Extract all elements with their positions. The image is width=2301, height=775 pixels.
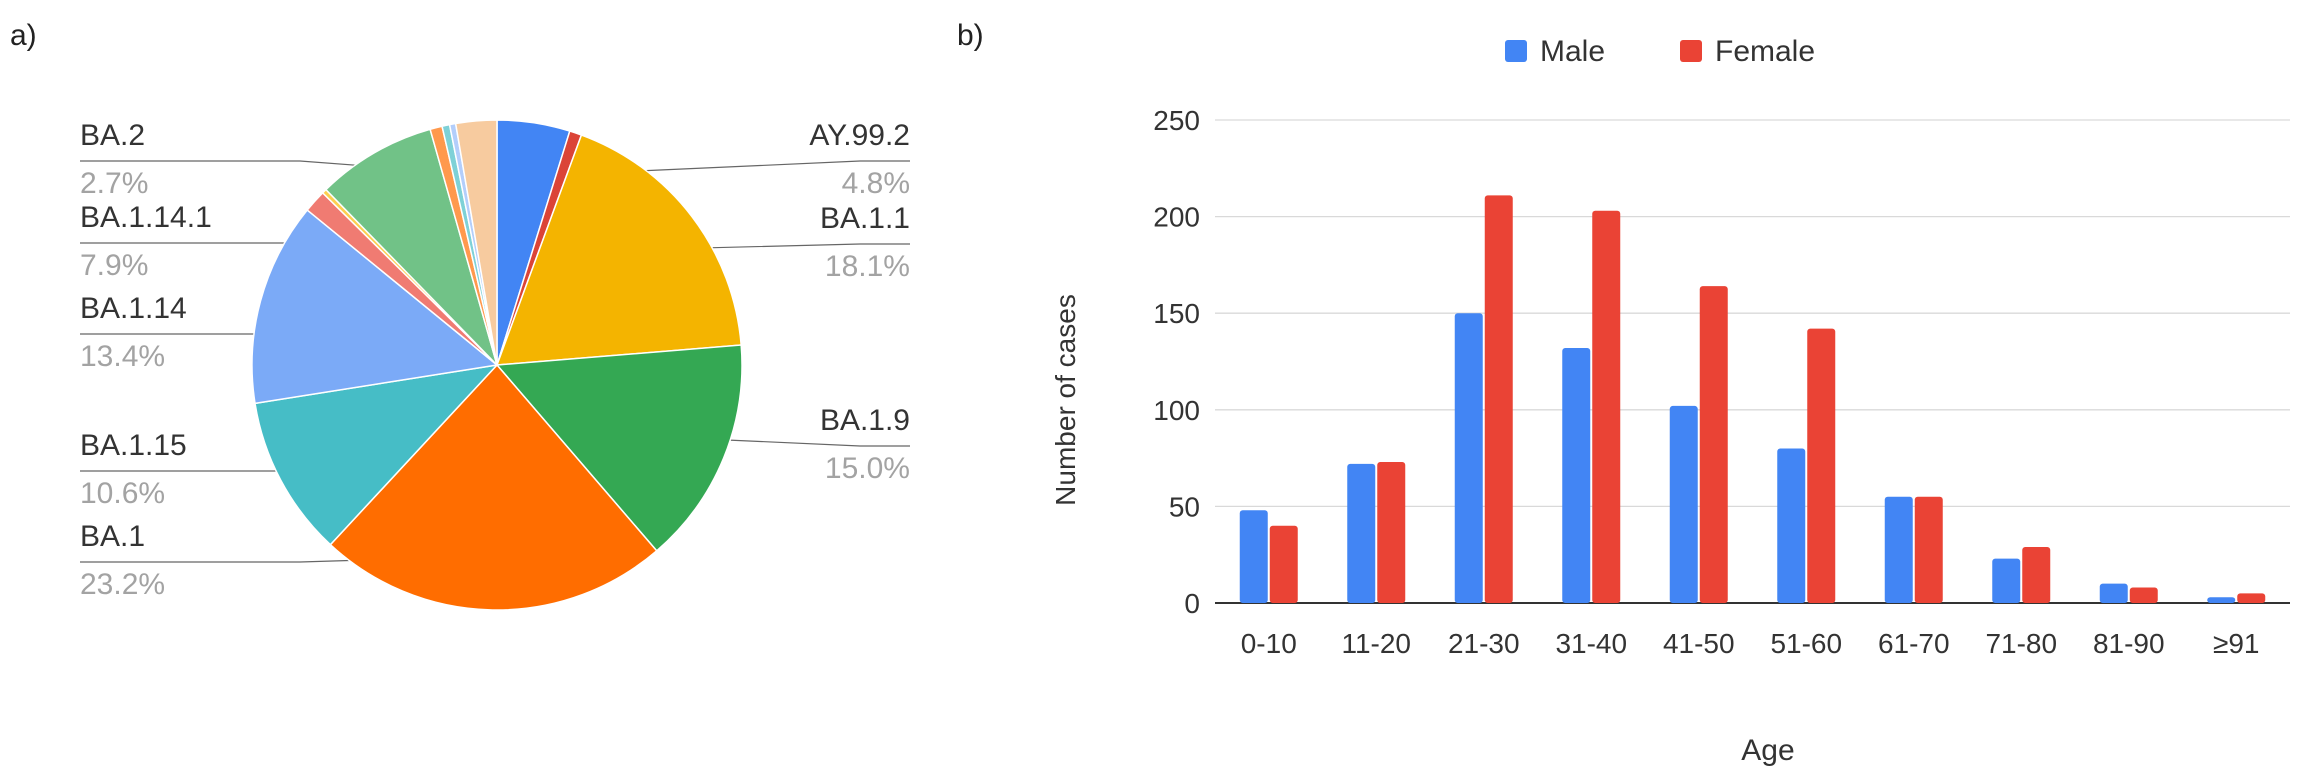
bar-male-31-40	[1562, 347, 1591, 603]
pie-percent-ba-1-14-1: 7.9%	[80, 249, 148, 282]
legend-label-male: Male	[1540, 35, 1605, 68]
pie-chart-panel: a) AY.99.2 4.8%BA.1.1 18.1% BA.1.9 15.0% BA.1…	[10, 19, 910, 611]
bar-male-41-50	[1669, 405, 1698, 603]
panel-label-a: a)	[10, 19, 37, 52]
pie-slices	[251, 119, 743, 611]
pie-slice-ba-1	[329, 363, 658, 611]
pie-label-ba-2: BA.2	[80, 119, 145, 152]
bar-female-41-50	[1699, 286, 1728, 603]
pie-percent-ba-1-1: 18.1%	[825, 250, 910, 283]
bar-male-91	[2207, 597, 2236, 603]
pie-percent-ba-1-9: 15.0%	[825, 452, 910, 485]
y-tick-label-50: 50	[1169, 491, 1200, 522]
bar-female-51-60	[1807, 328, 1836, 603]
y-tick-label-250: 250	[1153, 105, 1200, 136]
x-tick-label-0-10: 0-10	[1241, 628, 1297, 659]
pie-label-ba-1-14: BA.1.14	[80, 292, 187, 325]
gridlines	[1215, 119, 2290, 604]
bar-male-71-80	[1992, 558, 2021, 603]
bar-female-11-20	[1377, 461, 1406, 603]
pie-percent-ay-99-2: 4.8%	[842, 167, 910, 200]
pie-label-ba-1-15: BA.1.15	[80, 429, 187, 462]
pie-slice-ba-1-9	[495, 344, 743, 552]
bar-male-51-60	[1777, 448, 1806, 603]
pie-slice-ba-2	[454, 119, 498, 366]
bar-female-0-10	[1269, 525, 1298, 603]
x-tick-label-81-90: 81-90	[2093, 628, 2165, 659]
x-tick-label-91: ≥91	[2213, 628, 2260, 659]
pie-label-ba-1-9: BA.1.9	[820, 404, 910, 437]
legend: Male Female	[1505, 35, 1815, 68]
leader-line-ba-1-9	[673, 437, 910, 447]
pie-percent-ba-1: 23.2%	[80, 568, 165, 601]
x-axis-ticks: 0-10 11-20 21-30 31-40 41-50 51-60 61-70 71-80 8…	[1241, 628, 2260, 659]
pie-label-ba-1: BA.1	[80, 520, 145, 553]
bar-chart-panel: b) Male Female 0 50 100 150 200 250 0-10 11-20 2…	[957, 19, 2290, 767]
y-axis-label: Number of cases	[1050, 294, 1081, 506]
pie-slice-ba-1-14	[251, 208, 499, 405]
pie-label-ba-1-1: BA.1.1	[820, 202, 910, 235]
bar-female-91	[2237, 593, 2266, 603]
y-tick-label-100: 100	[1153, 395, 1200, 426]
pie-percent-ba-1-14: 13.4%	[80, 340, 165, 373]
pie-slice-ba-1-14-1	[324, 128, 498, 366]
leader-line-ba-1-1	[649, 243, 910, 250]
y-axis-ticks: 0 50 100 150 200 250	[1153, 105, 1200, 619]
x-tick-label-51-60: 51-60	[1770, 628, 1842, 659]
y-tick-label-0: 0	[1184, 588, 1200, 619]
bar-female-21-30	[1484, 195, 1513, 603]
bar-male-61-70	[1884, 496, 1913, 603]
pie-percent-ba-1-15: 10.6%	[80, 477, 165, 510]
pie-slice-ba-1-15	[254, 363, 500, 546]
y-tick-label-200: 200	[1153, 202, 1200, 233]
pie-labels: AY.99.2 4.8%BA.1.1 18.1% BA.1.9 15.0% BA.1 23.…	[80, 119, 910, 601]
legend-swatch-female	[1680, 40, 1702, 62]
y-tick-label-150: 150	[1153, 298, 1200, 329]
x-tick-label-11-20: 11-20	[1341, 628, 1411, 659]
bar-male-11-20	[1347, 463, 1376, 603]
bar-male-21-30	[1454, 313, 1483, 603]
bar-male-81-90	[2099, 583, 2128, 603]
bar-female-61-70	[1914, 496, 1943, 603]
x-axis-label: Age	[1741, 734, 1794, 767]
bar-female-81-90	[2129, 587, 2158, 603]
panel-label-b: b)	[957, 19, 984, 52]
legend-label-female: Female	[1715, 35, 1815, 68]
bar-male-0-10	[1239, 510, 1268, 603]
x-tick-label-71-80: 71-80	[1985, 628, 2057, 659]
x-tick-label-41-50: 41-50	[1663, 628, 1735, 659]
pie-percent-ba-2: 2.7%	[80, 167, 148, 200]
bar-female-71-80	[2022, 546, 2051, 603]
pie-label-ay-99-2: AY.99.2	[809, 119, 910, 152]
bars	[1239, 195, 2266, 603]
pie-label-ba-1-14-1: BA.1.14.1	[80, 201, 212, 234]
pie-slice-ba-1-1	[495, 134, 742, 366]
x-tick-label-61-70: 61-70	[1878, 628, 1950, 659]
bar-female-31-40	[1592, 210, 1621, 603]
x-tick-label-31-40: 31-40	[1555, 628, 1627, 659]
x-tick-label-21-30: 21-30	[1448, 628, 1520, 659]
legend-swatch-male	[1505, 40, 1527, 62]
